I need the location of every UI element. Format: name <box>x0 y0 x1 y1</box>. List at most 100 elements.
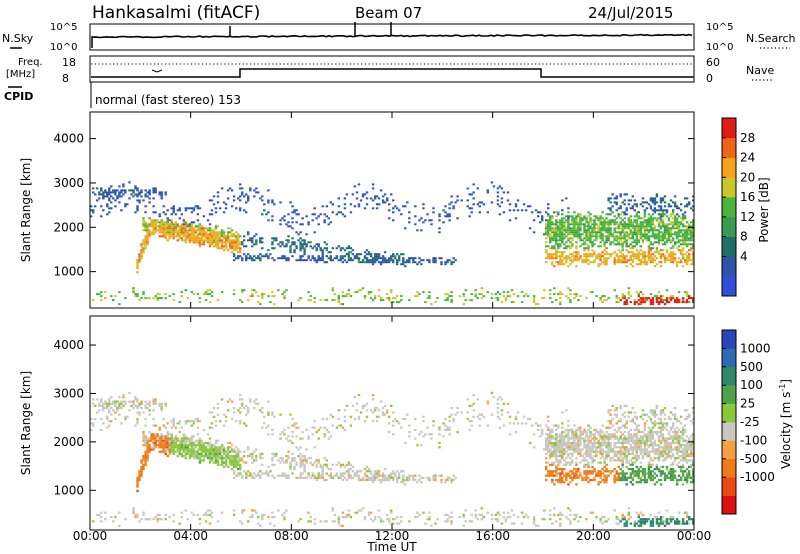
velocity-cell <box>216 402 220 405</box>
power-cell <box>241 259 244 262</box>
velocity-cell <box>232 457 236 460</box>
power-cell <box>537 303 540 306</box>
power-cell <box>251 257 254 260</box>
power-cell <box>174 223 178 226</box>
power-cell <box>265 253 268 256</box>
velocity-cell <box>555 520 558 523</box>
velocity-cell <box>132 400 135 403</box>
velocity-cell <box>263 415 266 418</box>
velocity-cell <box>299 461 302 464</box>
velocity-cell <box>400 520 403 523</box>
power-cell <box>599 245 602 248</box>
velocity-cell <box>392 424 395 427</box>
power-cell <box>180 225 184 228</box>
velocity-cell <box>301 431 304 434</box>
power-cell <box>549 229 552 232</box>
velocity-cell <box>325 472 329 475</box>
velocity-cell <box>555 465 558 468</box>
power-cell <box>136 195 139 198</box>
power-cell <box>235 239 238 242</box>
velocity-cell <box>114 516 117 519</box>
power-cell <box>641 201 645 204</box>
power-cell <box>593 253 596 256</box>
power-cell <box>655 257 659 260</box>
velocity-cell <box>182 433 186 436</box>
power-cell <box>633 231 637 234</box>
velocity-cell <box>327 431 331 434</box>
power-cell <box>245 259 248 262</box>
velocity-cell <box>206 509 210 512</box>
power-cell <box>267 249 270 252</box>
power-cb-tick-16: 16 <box>740 190 755 204</box>
power-cell <box>692 223 695 226</box>
power-cell <box>237 235 240 238</box>
power-cell <box>692 297 695 300</box>
power-cell <box>609 255 612 258</box>
power-cell <box>224 237 228 240</box>
velocity-cell <box>208 513 212 516</box>
velocity-cell <box>154 437 157 440</box>
velocity-cell <box>422 420 425 423</box>
power-cell <box>361 193 365 196</box>
power-cell <box>563 235 566 238</box>
power-cell <box>661 221 665 224</box>
velocity-cell <box>593 476 596 479</box>
power-cell <box>174 235 178 238</box>
power-cell <box>438 227 441 230</box>
velocity-cell <box>287 476 290 479</box>
power-cell <box>603 221 606 224</box>
power-cell <box>114 193 117 196</box>
power-cell <box>152 187 155 190</box>
velocity-cell <box>557 446 560 449</box>
power-cell <box>667 233 671 236</box>
velocity-cell <box>569 476 572 479</box>
power-cell <box>675 299 679 302</box>
velocity-cell <box>472 409 475 412</box>
power-cell <box>675 241 679 244</box>
power-cell <box>625 235 628 238</box>
power-cell <box>383 251 387 254</box>
power-cell <box>182 225 186 228</box>
power-cell <box>589 213 592 216</box>
power-cell <box>341 255 345 258</box>
velocity-cell <box>365 465 369 468</box>
power-cell <box>571 215 574 218</box>
velocity-cell <box>162 448 165 451</box>
power-cell <box>567 225 570 228</box>
power-cell <box>502 295 506 298</box>
power-cell <box>367 261 371 264</box>
power-cell <box>182 229 186 232</box>
power-cell <box>237 233 240 236</box>
power-cell <box>373 259 377 262</box>
velocity-cell <box>140 402 143 405</box>
power-cell <box>607 227 610 230</box>
velocity-cell <box>98 404 101 407</box>
velocity-cell <box>224 461 228 464</box>
velocity-cell <box>573 448 576 451</box>
power-cell <box>158 235 161 238</box>
velocity-cell <box>432 420 435 423</box>
power-cell <box>627 223 631 226</box>
power-cell <box>271 243 274 246</box>
power-cell <box>547 253 550 256</box>
power-cell <box>673 219 677 222</box>
power-cell <box>669 299 673 302</box>
power-cell <box>470 211 473 214</box>
velocity-cell <box>142 435 145 438</box>
date-label: 24/Jul/2015 <box>588 4 673 22</box>
velocity-cell <box>164 435 167 438</box>
power-cell <box>649 221 653 224</box>
power-cell <box>416 295 419 298</box>
velocity-cell <box>130 404 133 407</box>
velocity-cell <box>309 457 312 460</box>
power-cell <box>297 213 300 216</box>
velocity-cell <box>369 476 373 479</box>
power-cell <box>120 195 123 198</box>
power-cell <box>355 255 359 258</box>
power-cell <box>561 263 564 266</box>
power-cell <box>629 301 633 304</box>
power-cell <box>164 221 167 224</box>
power-cell <box>555 237 558 240</box>
power-cell <box>585 259 588 262</box>
velocity-cell <box>587 461 590 464</box>
